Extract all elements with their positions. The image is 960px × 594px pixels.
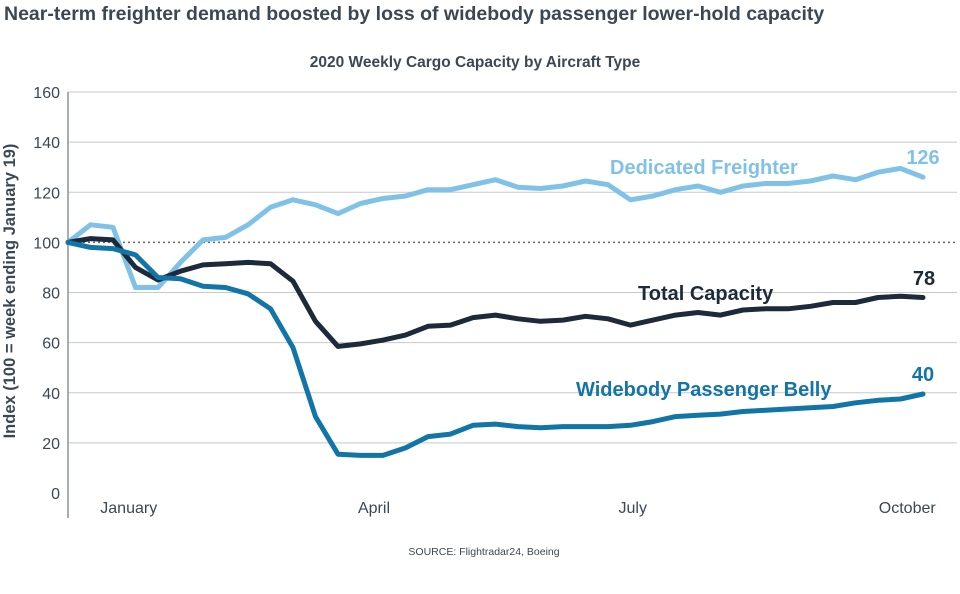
y-tick-label: 40 — [42, 386, 60, 403]
end-label-widebody-belly: 40 — [912, 364, 934, 386]
y-tick-label: 120 — [33, 185, 60, 202]
series-lines — [65, 165, 926, 458]
series-label-total-capacity: Total Capacity — [638, 283, 774, 305]
end-label-dedicated-freighter: 126 — [906, 147, 939, 169]
y-tick-labels: 0 20 40 60 80 100 120 140 160 — [33, 85, 60, 503]
series-line-widebody-passenger-belly — [65, 239, 926, 458]
x-tick-label: October — [879, 500, 937, 517]
y-tick-label: 60 — [42, 336, 60, 353]
y-tick-label: 80 — [42, 286, 60, 303]
x-tick-label: January — [100, 500, 157, 517]
y-tick-label: 20 — [42, 436, 60, 453]
y-axis-label: Index (100 = week ending January 19) — [1, 144, 19, 439]
chart-title: Near-term freighter demand boosted by lo… — [4, 3, 824, 25]
x-tick-labels: January April July October — [100, 500, 936, 517]
chart-subtitle: 2020 Weekly Cargo Capacity by Aircraft T… — [310, 54, 641, 71]
series-line-dedicated-freighter — [65, 165, 926, 290]
series-label-widebody-belly: Widebody Passenger Belly — [576, 379, 832, 401]
series-labels: Dedicated Freighter 126 Total Capacity 7… — [576, 147, 940, 401]
y-tick-label: 140 — [33, 135, 60, 152]
end-label-total-capacity: 78 — [913, 268, 935, 290]
x-tick-label: July — [619, 500, 647, 517]
x-tick-label: April — [358, 500, 390, 517]
gridlines — [67, 91, 957, 518]
source-note: SOURCE: Flightradar24, Boeing — [408, 546, 559, 558]
y-tick-label: 0 — [51, 486, 60, 503]
series-label-dedicated-freighter: Dedicated Freighter — [610, 157, 798, 179]
series-line-total-capacity — [65, 236, 926, 349]
y-tick-label: 100 — [33, 235, 60, 252]
y-tick-label: 160 — [33, 85, 60, 102]
